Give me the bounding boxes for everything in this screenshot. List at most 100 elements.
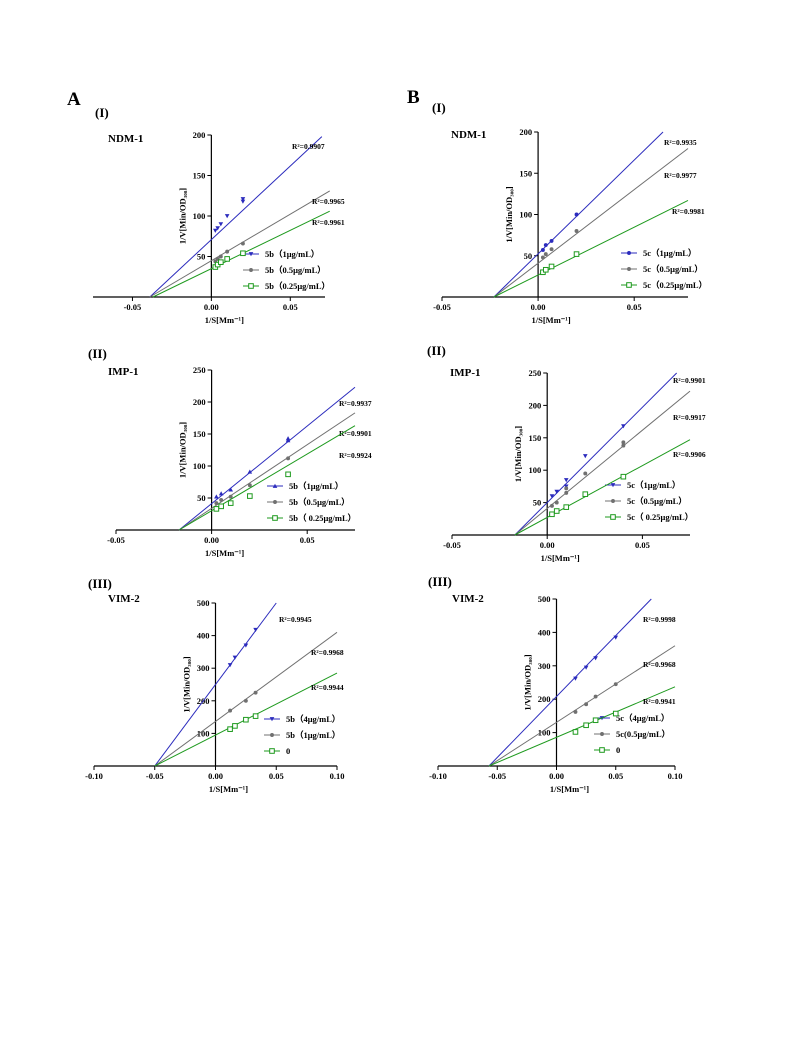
- chart-6-y-tick-label: 500: [538, 594, 551, 604]
- chart-2-legend-swatch-marker: [626, 282, 632, 288]
- chart-3-y-tick-label: 200: [193, 397, 206, 407]
- chart-2-series-3-point: [573, 251, 580, 257]
- chart-3-legend-swatch-marker: [272, 515, 278, 521]
- chart-1-legend-swatch-marker: [248, 252, 254, 257]
- chart-3-x-tick-label: 0.05: [300, 535, 315, 545]
- chart-1-series-2-r2: R²=0.9965: [312, 197, 345, 206]
- chart-5-series-3-r2: R²=0.9944: [311, 683, 344, 692]
- chart-3-series-2-point: [286, 456, 291, 461]
- chart-3-x-label: 1/S[Mm⁻¹]: [205, 548, 244, 558]
- chart-3-legend-entry: 5b（0.5μg/mL）: [289, 497, 350, 507]
- chart-3-series-3-point: [213, 506, 220, 512]
- chart-2-legend-swatch-marker: [627, 267, 631, 271]
- chart-6-series-3-r2: R²=0.9941: [643, 697, 676, 706]
- chart-5-x-tick-label: -0.05: [146, 771, 164, 781]
- chart-3-y-tick-label: 150: [193, 429, 206, 439]
- chart-5-series-3-point: [243, 716, 249, 723]
- chart-4-series-2-point: [564, 486, 569, 491]
- chart-6-series-3-fit-line: [488, 686, 676, 767]
- chart-3-series-3-point: [285, 471, 291, 478]
- chart-1-title: NDM-1: [108, 133, 143, 145]
- chart-1-series-3-point: [218, 259, 224, 265]
- chart-2-y-tick-label: 100: [519, 210, 532, 220]
- chart-1-legend-entry: 5b（0.5μg/mL）: [265, 265, 326, 275]
- chart-3-series-3-point: [227, 500, 234, 506]
- chart-1-legend-swatch-marker: [249, 268, 253, 272]
- chart-4-x-tick-label: -0.05: [443, 540, 461, 550]
- chart-3-series-1-point: [247, 469, 253, 474]
- chart-4-series-2-point: [564, 490, 569, 495]
- chart-2-panel-label: (I): [432, 100, 446, 115]
- chart-5-legend-entry: 5b（1μg/mL）: [286, 730, 340, 740]
- chart-5-series-1-point: [227, 663, 233, 668]
- chart-4-series-3-point: [549, 511, 555, 518]
- chart-3-series-3-r2: R²=0.9924: [339, 451, 372, 460]
- chart-4-x-tick-label: 0.05: [635, 540, 650, 550]
- chart-3-series-2-point: [219, 497, 224, 502]
- chart-1-series-1-fit-line: [149, 136, 323, 298]
- chart-6-series-2-point: [584, 702, 589, 707]
- chart-6-series-1-point: [583, 665, 589, 670]
- chart-1-legend-swatch-marker: [248, 283, 254, 289]
- chart-2-series-2-point: [574, 229, 579, 233]
- chart-1-x-tick-label: -0.05: [124, 302, 142, 312]
- chart-4-series-3-point: [582, 491, 589, 497]
- chart-2-x-tick-label: 0.00: [531, 302, 546, 312]
- chart-2-x-label: 1/S[Mm⁻¹]: [532, 315, 571, 325]
- chart-1-series-2-point: [240, 241, 245, 246]
- chart-6-y-label: 1/V[Min/OD₃₀₀]: [523, 654, 533, 710]
- chart-5-legend-entry: 0: [286, 746, 290, 756]
- chart-1-series-2-point: [218, 254, 223, 259]
- chart-6-series-1-fit-line: [488, 598, 652, 767]
- chart-6-series-1-point: [613, 635, 619, 640]
- chart-3-series-2-fit-line: [178, 412, 356, 531]
- chart-6-legend-entry: 0: [616, 745, 620, 755]
- chart-1-x-tick-label: 0.00: [204, 302, 219, 312]
- chart-5-y-label: 1/V[Min/OD₃₀₀]: [182, 656, 192, 712]
- chart-2-y-tick-label: 200: [519, 127, 532, 137]
- chart-6-series-3-point: [612, 710, 619, 717]
- chart-6-x-tick-label: -0.05: [488, 771, 506, 781]
- chart-1-series-1-point: [218, 222, 224, 227]
- chart-2-y-tick-label: 50: [524, 251, 533, 261]
- chart-3-legend-swatch-marker: [273, 500, 277, 504]
- chart-4-series-1-point: [563, 478, 569, 483]
- chart-5-y-tick-label: 300: [197, 663, 210, 673]
- chart-4-series-1-r2: R²=0.9901: [673, 376, 706, 385]
- chart-3-series-2-point: [247, 483, 252, 488]
- chart-4-y-tick-label: 150: [528, 433, 541, 443]
- chart-4-y-tick-label: 200: [528, 400, 541, 410]
- chart-5-series-2-point: [253, 690, 258, 695]
- chart-4-series-1-point: [549, 494, 555, 499]
- chart-4-legend-swatch-marker: [610, 514, 616, 520]
- chart-4-series-2-fit-line: [514, 390, 691, 536]
- chart-3-series-3-point: [218, 503, 224, 510]
- chart-2-series-3-fit-line: [493, 200, 689, 298]
- chart-2-title: NDM-1: [451, 129, 486, 141]
- chart-4-series-2-point: [583, 471, 588, 476]
- chart-6-y-tick-label: 100: [538, 728, 551, 738]
- chart-1-series-1-point: [224, 214, 230, 219]
- chart-1-series-1-point: [240, 197, 246, 202]
- chart-4-series-3-point: [563, 504, 570, 510]
- chart-4-x-tick-label: 0.00: [540, 540, 555, 550]
- chart-5-series-3-point: [252, 713, 259, 719]
- chart-1-series-1-point: [215, 226, 220, 231]
- chart-1-x-tick-label: 0.05: [283, 302, 298, 312]
- chart-6-y-tick-label: 200: [538, 694, 551, 704]
- chart-5-x-tick-label: 0.10: [330, 771, 345, 781]
- chart-2-y-tick-label: 150: [519, 168, 532, 178]
- chart-3-series-1-point: [285, 436, 291, 441]
- chart-6-legend-entry: 5c（4μg/mL）: [616, 713, 669, 723]
- chart-3-series-2-point: [228, 494, 233, 499]
- chart-1-series-3-point: [240, 250, 246, 257]
- chart-4-series-3-point: [553, 508, 560, 514]
- chart-2-legend-entry: 5c（0.25μg/mL）: [643, 280, 707, 290]
- chart-6-x-tick-label: 0.05: [608, 771, 623, 781]
- chart-1-series-3-point: [224, 256, 230, 262]
- chart-4-legend-entry: 5c（0.5μg/mL）: [627, 496, 687, 506]
- chart-1-legend-entry: 5b（0.25μg/mL）: [265, 281, 330, 291]
- chart-3-panel-label: (II): [88, 346, 107, 361]
- chart-3-series-1-point: [228, 487, 234, 492]
- chart-3-x-tick-label: -0.05: [107, 535, 125, 545]
